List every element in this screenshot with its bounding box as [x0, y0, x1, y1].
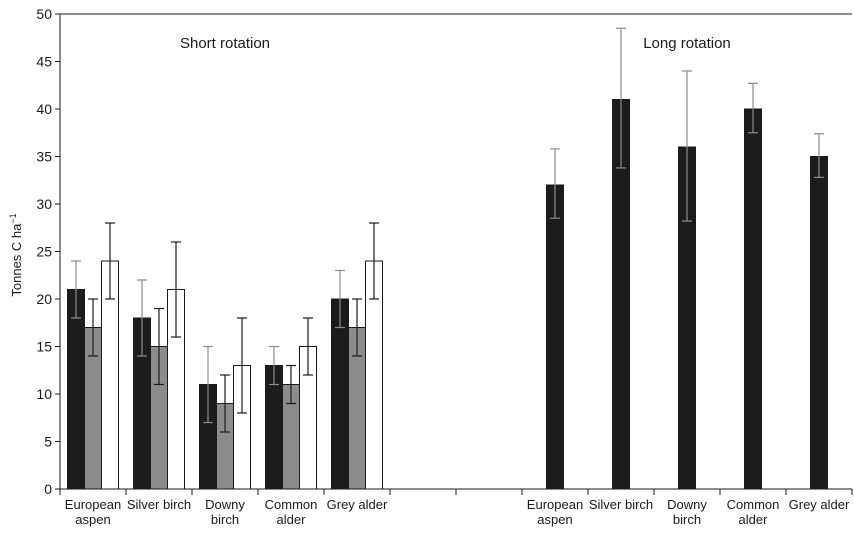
y-tick-label: 10	[36, 386, 52, 402]
x-axis	[59, 488, 853, 495]
bar	[546, 184, 564, 490]
y-tick-label: 45	[36, 54, 52, 70]
category-label: Downy birch	[667, 497, 707, 527]
y-tick-label: 30	[36, 196, 52, 212]
y-axis-title: Tonnes C ha−1	[8, 213, 24, 296]
category-label: Common alder	[265, 497, 318, 527]
bar	[810, 156, 828, 490]
group-label: Short rotation	[180, 35, 270, 52]
y-tick-label: 0	[44, 481, 52, 497]
bar	[67, 289, 85, 490]
category-label: Downy birch	[205, 497, 245, 527]
category-label: Silver birch	[127, 497, 191, 512]
y-tick-label: 25	[36, 244, 52, 260]
y-tick-label: 50	[36, 6, 52, 22]
category-label: European aspen	[65, 497, 121, 527]
y-tick-label: 15	[36, 339, 52, 355]
y-tick-label: 5	[44, 434, 52, 450]
category-label: Silver birch	[589, 497, 653, 512]
y-axis: 0 5 10 15 20 25 30 35 40 45 50	[36, 6, 852, 497]
category-label: Grey alder	[327, 497, 388, 512]
category-label: Common alder	[727, 497, 780, 527]
y-tick-label: 35	[36, 149, 52, 165]
category-labels: European aspen Silver birch Downy birch Commo…	[65, 35, 850, 527]
bar	[744, 108, 762, 490]
y-tick-label: 40	[36, 101, 52, 117]
group-label: Long rotation	[643, 35, 731, 52]
category-label: European aspen	[527, 497, 583, 527]
y-tick-label: 20	[36, 291, 52, 307]
category-label: Grey alder	[789, 497, 850, 512]
error-bars	[71, 27, 824, 433]
bars	[67, 99, 828, 490]
